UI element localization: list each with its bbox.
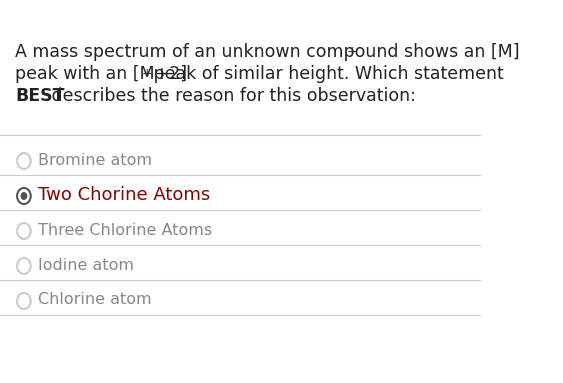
Text: describes the reason for this observation:: describes the reason for this observatio… — [46, 87, 416, 105]
Circle shape — [20, 192, 28, 200]
Text: +: + — [347, 45, 358, 58]
Text: peak of similar height. Which statement: peak of similar height. Which statement — [148, 65, 503, 83]
Text: A mass spectrum of an unknown compound shows an [M]: A mass spectrum of an unknown compound s… — [15, 43, 520, 61]
Text: Chlorine atom: Chlorine atom — [38, 293, 151, 308]
Text: Two Chorine Atoms: Two Chorine Atoms — [38, 186, 210, 204]
Text: Bromine atom: Bromine atom — [38, 152, 151, 167]
Text: +: + — [142, 67, 153, 80]
Text: peak with an [M+2]: peak with an [M+2] — [15, 65, 187, 83]
Text: Three Chlorine Atoms: Three Chlorine Atoms — [38, 223, 212, 237]
Text: BEST: BEST — [15, 87, 65, 105]
Text: Iodine atom: Iodine atom — [38, 257, 133, 272]
